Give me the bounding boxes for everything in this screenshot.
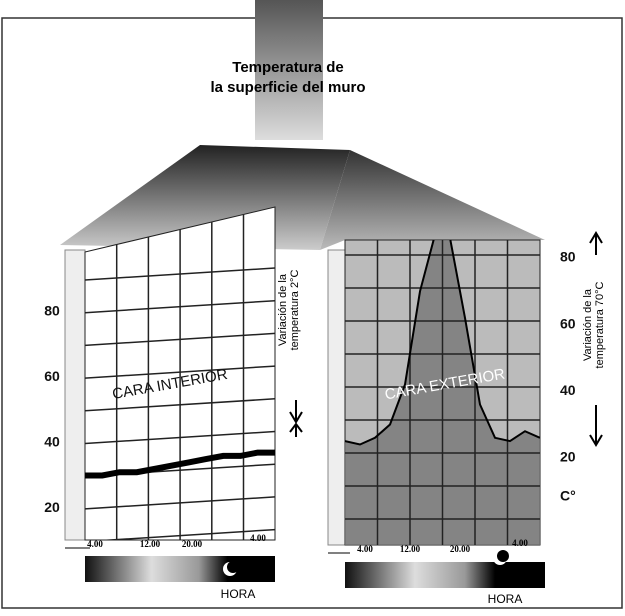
y-tick-label: 40	[44, 434, 60, 450]
y-tick-label: 80	[560, 249, 576, 265]
hour-label: 12.00	[140, 539, 161, 549]
moon	[497, 550, 509, 562]
y-tick-label: 20	[560, 449, 576, 465]
axis-title: HORA	[488, 592, 523, 606]
hour-bar	[85, 556, 275, 582]
variation-label: Variación de la	[277, 273, 289, 346]
roof	[320, 150, 545, 250]
unit: C°	[560, 488, 576, 504]
variation-label: temperatura 70°C	[594, 281, 606, 368]
hour-bar	[345, 562, 545, 588]
variation-label: Variación de la	[582, 288, 594, 361]
y-tick-label: 40	[560, 382, 576, 398]
page: Temperatura de la superficie del muro 80…	[0, 0, 625, 616]
hour-label: 12.00	[400, 544, 421, 554]
y-tick-label: 20	[44, 499, 60, 515]
hour-label: 4.00	[512, 538, 528, 548]
wall-edge	[65, 250, 85, 540]
hour-label: 20.00	[450, 544, 471, 554]
hour-label: 4.00	[250, 533, 266, 543]
y-tick-label: 60	[560, 315, 576, 331]
hour-label: 4.00	[87, 539, 103, 549]
wall-edge	[328, 250, 345, 545]
y-tick-label: 60	[44, 368, 60, 384]
title-line: la superficie del muro	[210, 79, 365, 96]
arrow	[290, 400, 302, 437]
hour-label: 20.00	[182, 539, 203, 549]
y-tick-label: 80	[44, 303, 60, 319]
variation-label: temperatura 2°C	[289, 270, 301, 351]
hour-label: 4.00	[357, 544, 373, 554]
title-line: Temperatura de	[232, 59, 343, 76]
axis-title: HORA	[221, 587, 256, 601]
diagram: Temperatura de la superficie del muro 80…	[0, 0, 625, 611]
moon	[227, 561, 239, 573]
